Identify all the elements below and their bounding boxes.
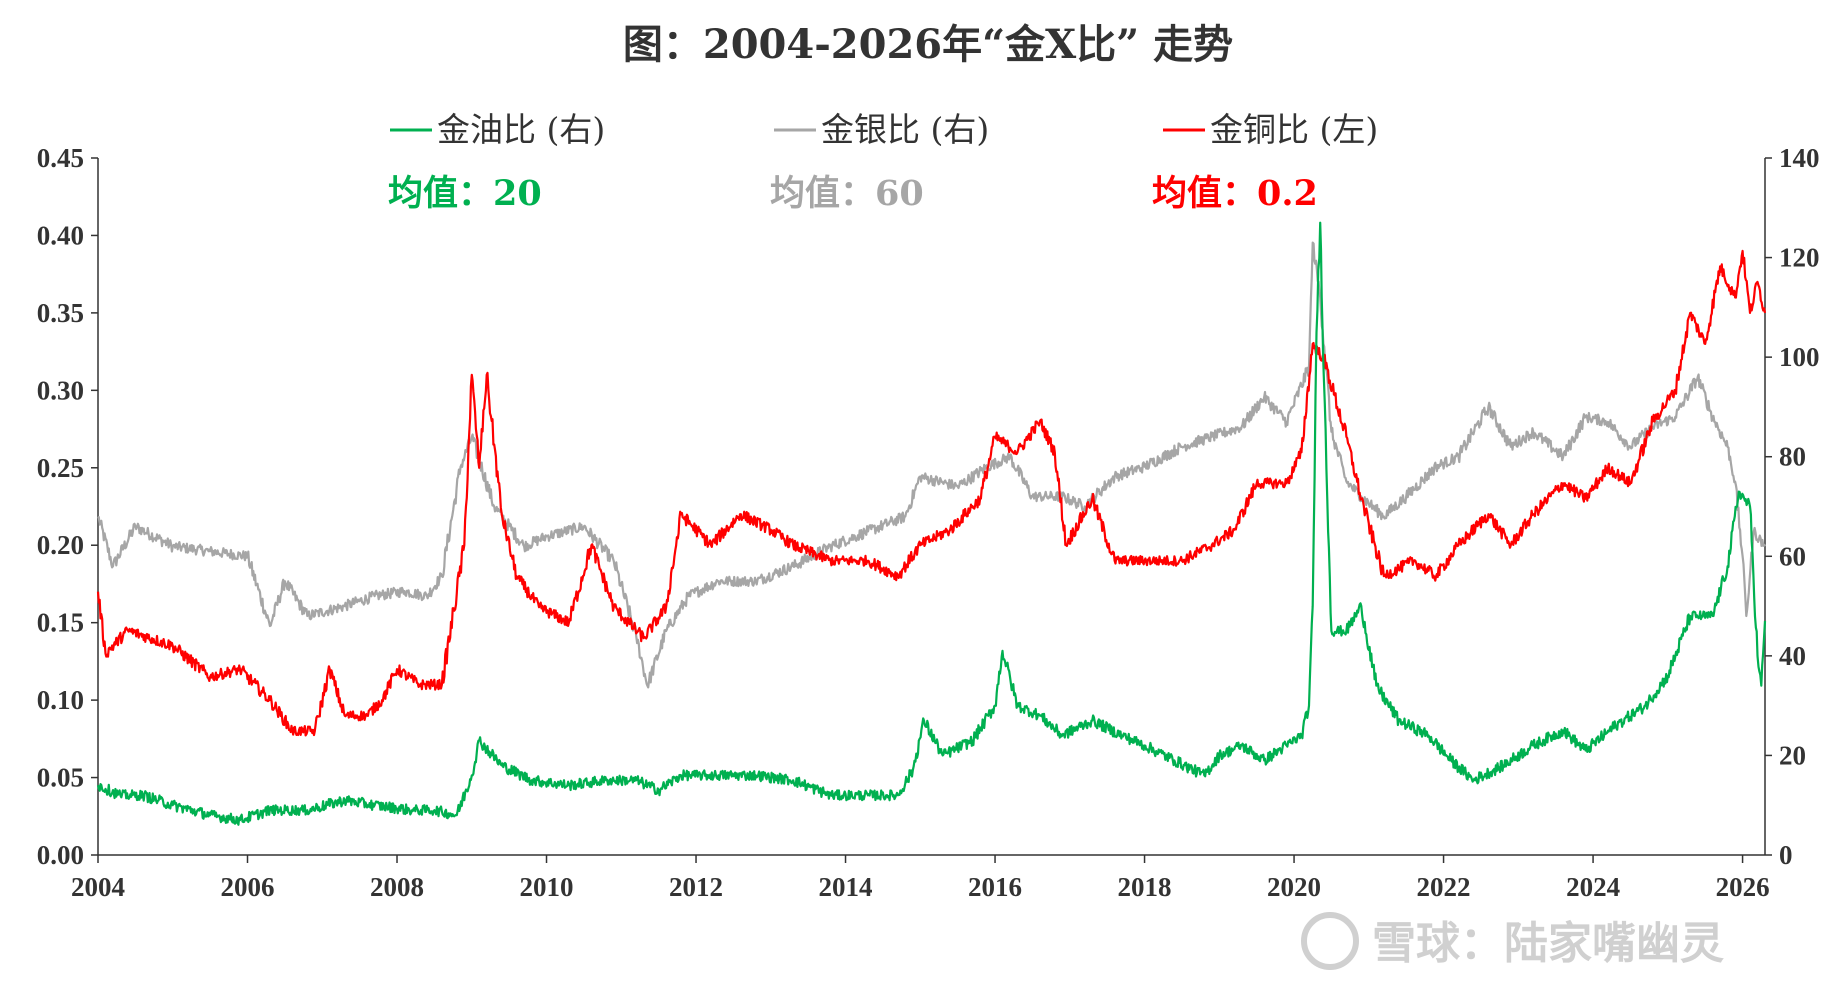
x-tick-label: 2024	[1566, 872, 1620, 902]
x-tick-label: 2020	[1267, 872, 1321, 902]
y-right-tick-label: 0	[1779, 840, 1793, 870]
y-left-tick-label: 0.25	[37, 453, 84, 483]
x-tick-label: 2016	[968, 872, 1022, 902]
series-layer	[96, 221, 1767, 826]
x-tick-label: 2004	[71, 872, 125, 902]
legend-label-gold-copper: 金铜比 (左)	[1210, 110, 1378, 149]
x-tick-label: 2012	[669, 872, 723, 902]
x-tick-label: 2018	[1118, 872, 1172, 902]
avg-gold-silver: 均值：60	[770, 173, 924, 214]
y-right-tick-label: 100	[1779, 342, 1820, 372]
y-right-tick-label: 40	[1779, 641, 1806, 671]
legend-label-gold-silver: 金银比 (右)	[821, 110, 989, 149]
avg-label: 均值：	[388, 173, 493, 214]
avg-label: 均值：	[1152, 173, 1257, 214]
y-left-tick-label: 0.45	[37, 143, 84, 173]
legend-label-gold-oil: 金油比 (右)	[437, 110, 605, 149]
avg-value: 20	[493, 173, 542, 214]
watermark: 雪球：陆家嘴幽灵	[1301, 912, 1724, 970]
x-tick-label: 2022	[1417, 872, 1471, 902]
watermark-logo-icon	[1301, 912, 1359, 970]
x-tick-label: 2006	[221, 872, 275, 902]
x-tick-label: 2026	[1716, 872, 1770, 902]
series-line	[96, 221, 1767, 826]
avg-label: 均值：	[770, 173, 875, 214]
legend: 金油比 (右) 金银比 (右) 金铜比 (左) 均值：20 均值：60 均值：0…	[388, 110, 1378, 214]
axes: 0.000.050.100.150.200.250.300.350.400.45…	[37, 143, 1820, 902]
y-left-tick-label: 0.40	[37, 220, 84, 250]
y-right-tick-label: 140	[1779, 143, 1820, 173]
y-left-tick-label: 0.05	[37, 763, 84, 793]
watermark-text: 雪球：陆家嘴幽灵	[1372, 918, 1724, 969]
series-line	[97, 241, 1766, 689]
x-tick-label: 2014	[819, 872, 873, 902]
avg-value: 0.2	[1257, 173, 1318, 214]
avg-value: 60	[875, 173, 924, 214]
y-left-tick-label: 0.00	[37, 840, 84, 870]
y-right-tick-label: 80	[1779, 442, 1806, 472]
y-left-tick-label: 0.35	[37, 298, 84, 328]
avg-gold-oil: 均值：20	[388, 173, 542, 214]
y-right-tick-label: 60	[1779, 541, 1806, 571]
y-left-tick-label: 0.15	[37, 608, 84, 638]
series-line	[96, 249, 1767, 737]
y-right-tick-label: 120	[1779, 243, 1820, 273]
y-right-tick-label: 20	[1779, 740, 1806, 770]
x-tick-label: 2010	[520, 872, 574, 902]
y-left-tick-label: 0.30	[37, 375, 84, 405]
avg-gold-copper: 均值：0.2	[1152, 173, 1318, 214]
y-left-tick-label: 0.20	[37, 530, 84, 560]
y-left-tick-label: 0.10	[37, 685, 84, 715]
chart-title: 图：2004-2026年“金X比” 走势	[623, 21, 1233, 68]
x-tick-label: 2008	[370, 872, 424, 902]
